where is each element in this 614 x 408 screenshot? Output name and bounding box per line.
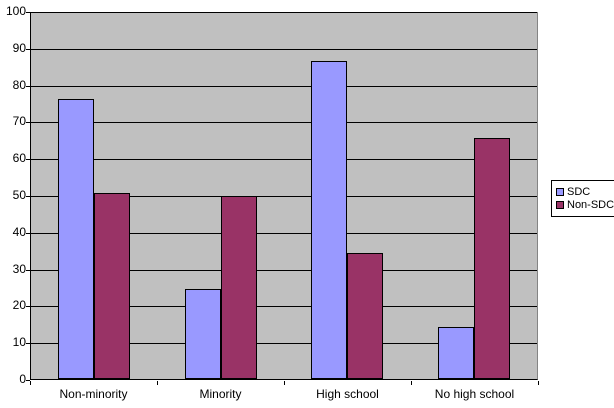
- y-axis-tick-label: 50: [12, 188, 26, 202]
- bar-non-sdc-no-high-school: [473, 138, 510, 379]
- y-tick-mark: [26, 196, 30, 197]
- y-tick-mark: [26, 86, 30, 87]
- legend-color-swatch-icon: [556, 201, 564, 209]
- x-axis-category-label: Non-minority: [59, 387, 128, 401]
- legend-item-non-sdc: Non-SDC: [556, 199, 614, 211]
- y-tick-mark: [26, 306, 30, 307]
- bar-non-sdc-non-minority: [94, 193, 131, 379]
- gridline: [31, 270, 537, 271]
- x-axis-category-label: High school: [316, 387, 379, 401]
- y-tick-mark: [26, 270, 30, 271]
- y-axis-tick-label: 70: [12, 114, 26, 128]
- legend-label: SDC: [567, 186, 591, 198]
- gridline: [31, 196, 537, 197]
- category-group-high-school: [284, 12, 411, 379]
- y-axis-tick-label: 0: [19, 372, 26, 386]
- y-tick-mark: [26, 12, 30, 13]
- bar-non-sdc-minority: [220, 196, 257, 379]
- x-tick-mark: [284, 381, 285, 385]
- bar-sdc-minority: [184, 289, 221, 379]
- y-axis-tick-label: 20: [12, 298, 26, 312]
- gridline: [31, 122, 537, 123]
- legend-item-sdc: SDC: [556, 186, 614, 198]
- bar-sdc-non-minority: [58, 99, 95, 379]
- y-axis-tick-label: 80: [12, 78, 26, 92]
- x-axis-category-label: Minority: [199, 387, 242, 401]
- bar-non-sdc-high-school: [347, 253, 384, 379]
- legend-label: Non-SDC: [567, 199, 614, 211]
- gridline: [31, 343, 537, 344]
- category-group-minority: [158, 12, 285, 379]
- y-axis-tick-label: 40: [12, 225, 26, 239]
- y-tick-mark: [26, 343, 30, 344]
- x-axis-labels: Non-minority Minority High school No high s…: [30, 387, 538, 401]
- category-group-non-minority: [31, 12, 158, 379]
- y-axis-tick-label: 60: [12, 151, 26, 165]
- legend: SDC Non-SDC: [551, 180, 614, 217]
- x-axis-category-label: No high school: [434, 387, 515, 401]
- gridline: [31, 159, 537, 160]
- x-tick-mark: [157, 381, 158, 385]
- bar-sdc-no-high-school: [437, 327, 474, 379]
- x-tick-mark: [538, 381, 539, 385]
- y-tick-mark: [26, 49, 30, 50]
- category-group-no-high-school: [411, 12, 538, 379]
- gridline: [31, 49, 537, 50]
- y-tick-mark: [26, 380, 30, 381]
- y-axis-tick-label: 10: [12, 335, 26, 349]
- gridline: [31, 12, 537, 13]
- gridline: [31, 86, 537, 87]
- gridline: [31, 306, 537, 307]
- y-axis-tick-label: 30: [12, 262, 26, 276]
- y-axis-tick-label: 90: [12, 41, 26, 55]
- y-axis-tick-label: 100: [5, 4, 26, 18]
- y-tick-mark: [26, 233, 30, 234]
- x-tick-mark: [411, 381, 412, 385]
- bar-sdc-high-school: [311, 61, 348, 379]
- plot-area: [30, 12, 538, 380]
- bar-groups: [31, 12, 537, 379]
- x-tick-mark: [30, 381, 31, 385]
- y-tick-mark: [26, 122, 30, 123]
- gridline: [31, 233, 537, 234]
- y-tick-mark: [26, 159, 30, 160]
- legend-color-swatch-icon: [556, 188, 564, 196]
